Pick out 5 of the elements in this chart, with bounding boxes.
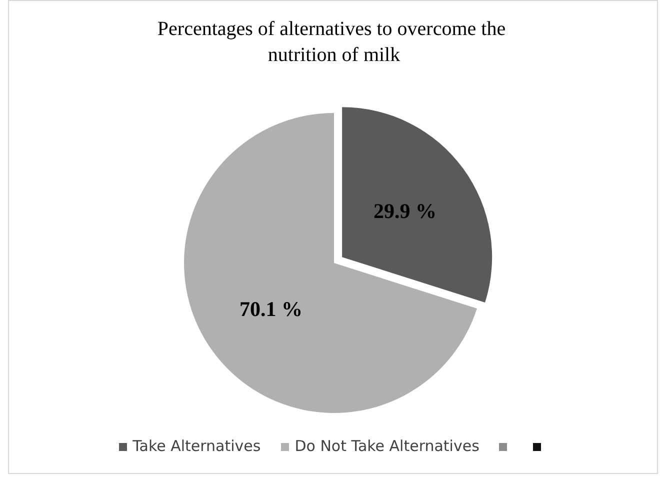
data-label: 70.1 %	[240, 297, 303, 322]
legend-label: Take Alternatives	[132, 437, 261, 455]
chart-title: Percentages of alternatives to overcome the nutrition of milk	[157, 18, 511, 66]
data-label: 29.9 %	[374, 199, 437, 224]
legend-label: Do Not Take Alternatives	[294, 437, 480, 455]
